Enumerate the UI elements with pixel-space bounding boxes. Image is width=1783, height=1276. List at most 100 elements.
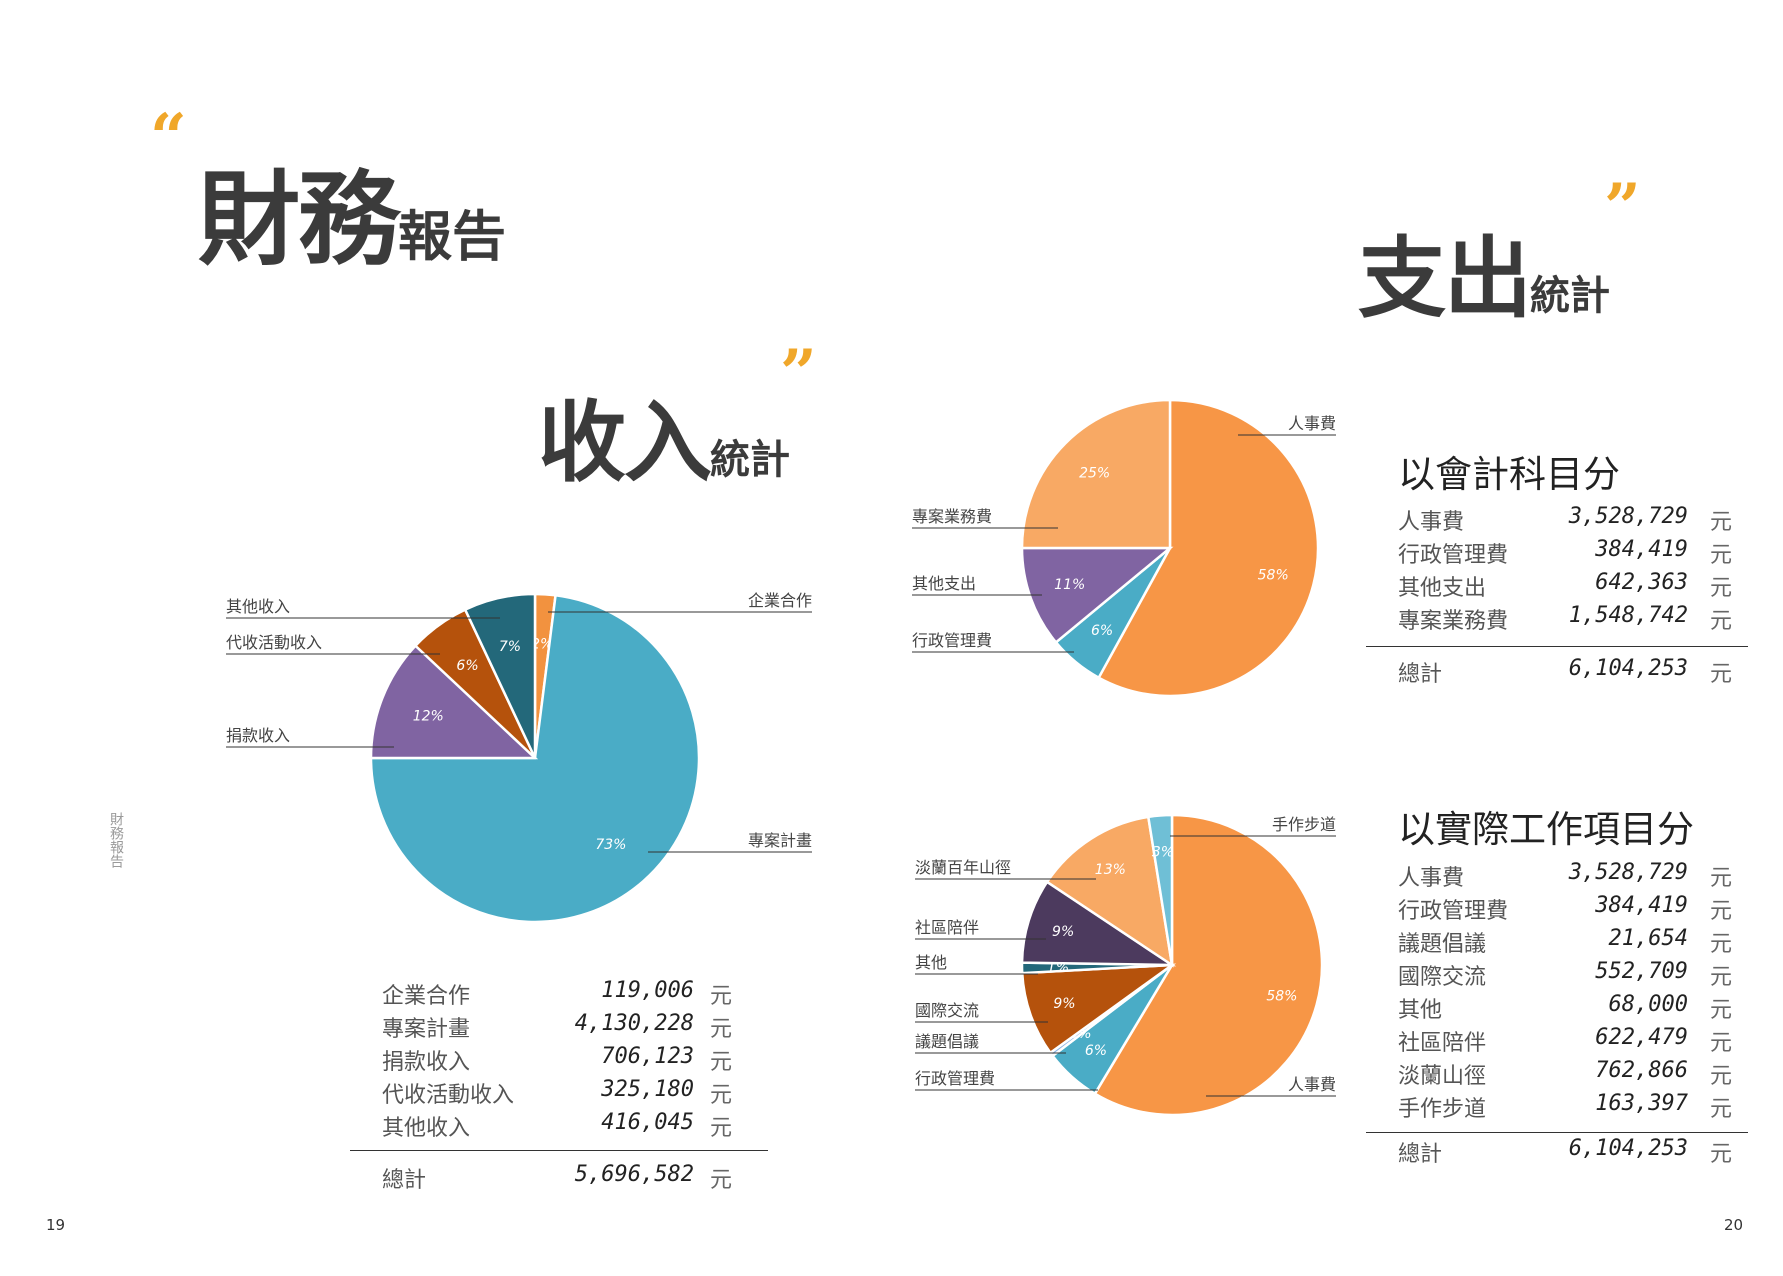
callout-label: 捐款收入 bbox=[226, 726, 290, 745]
callout-label: 淡蘭百年山徑 bbox=[915, 858, 1011, 877]
pie-slice-手作步道 bbox=[1146, 813, 1174, 966]
row-value: 3,528,729 bbox=[1568, 504, 1688, 529]
income-title-big: 收入 bbox=[538, 391, 712, 494]
total-divider bbox=[1366, 646, 1748, 647]
pie-data-label: 6% bbox=[1085, 1043, 1107, 1059]
row-value: 68,000 bbox=[1608, 992, 1688, 1017]
table-row: 社區陪伴 622,479 元 bbox=[1398, 1025, 1740, 1057]
callout-label: 人事費 bbox=[1288, 1075, 1336, 1094]
callout-label: 人事費 bbox=[1288, 414, 1336, 433]
pie-data-label: 25% bbox=[1079, 466, 1110, 482]
income-pie-chart: 2%73%12%6%7% bbox=[369, 592, 701, 924]
main-title-big: 財務 bbox=[198, 161, 400, 280]
row-value: 416,045 bbox=[601, 1110, 694, 1135]
pie-slice-淡蘭百年山徑 bbox=[1045, 815, 1174, 968]
pie-data-label: 11% bbox=[1054, 577, 1085, 593]
main-title: 財務報告 bbox=[198, 138, 506, 285]
row-value: 762,866 bbox=[1595, 1058, 1688, 1083]
callout-label: 國際交流 bbox=[915, 1001, 979, 1020]
callout-label: 代收活動收入 bbox=[226, 633, 322, 652]
row-unit: 元 bbox=[1709, 609, 1732, 634]
row-value: 3,528,729 bbox=[1568, 860, 1688, 885]
row-label: 捐款收入 bbox=[382, 1050, 471, 1075]
row-label: 其他支出 bbox=[1398, 576, 1487, 601]
table-row: 淡蘭山徑 762,866 元 bbox=[1398, 1058, 1740, 1090]
pie-slice-人事費 bbox=[1097, 398, 1320, 698]
page-number-right: 20 bbox=[1724, 1216, 1744, 1234]
total-divider bbox=[350, 1150, 768, 1151]
row-unit: 元 bbox=[709, 984, 732, 1009]
callout-label: 企業合作 bbox=[748, 591, 812, 610]
open-quote: “ bbox=[150, 100, 187, 175]
callout-label: 其他支出 bbox=[912, 574, 976, 593]
pie-slice-其他支出 bbox=[1020, 546, 1174, 645]
main-title-small: 報告 bbox=[398, 205, 506, 268]
row-value: 642,363 bbox=[1595, 570, 1688, 595]
row-label: 社區陪伴 bbox=[1398, 1031, 1487, 1056]
row-unit: 元 bbox=[709, 1017, 732, 1042]
callout-label: 社區陪伴 bbox=[915, 918, 979, 937]
table-row: 其他收入 416,045 元 bbox=[382, 1110, 742, 1142]
row-unit: 元 bbox=[1709, 932, 1732, 957]
total-label: 總計 bbox=[382, 1168, 427, 1193]
expense-work-callouts: 手作步道 淡蘭百年山徑 社區陪伴 其他 國際交流 議題倡議 行政管理費 人事費 bbox=[915, 815, 1336, 1097]
row-unit: 元 bbox=[1709, 1097, 1732, 1122]
pie-data-label: 3% bbox=[1152, 844, 1174, 860]
work-table: 人事費 3,528,729 元 行政管理費 384,419 元 議題倡議 21,… bbox=[1366, 860, 1748, 1170]
pie-slice-國際交流 bbox=[1020, 963, 1177, 1055]
page-number-left: 19 bbox=[46, 1216, 66, 1234]
row-label: 人事費 bbox=[1398, 866, 1465, 891]
row-label: 企業合作 bbox=[382, 984, 471, 1009]
row-unit: 元 bbox=[709, 1116, 732, 1141]
total-row: 總計 6,104,253 元 bbox=[1398, 1136, 1740, 1168]
total-unit: 元 bbox=[709, 1168, 732, 1193]
income-title-small: 統計 bbox=[710, 437, 791, 483]
expense-title-small: 統計 bbox=[1530, 273, 1611, 319]
callout-label: 手作步道 bbox=[1272, 815, 1336, 834]
row-label: 代收活動收入 bbox=[382, 1083, 515, 1108]
row-value: 706,123 bbox=[601, 1044, 694, 1069]
table-row: 專案業務費 1,548,742 元 bbox=[1398, 603, 1740, 635]
expense-account-pie-chart: 58% 6% 11% 25% bbox=[1020, 398, 1320, 698]
callout-label: 行政管理費 bbox=[912, 631, 992, 650]
account-table: 人事費 3,528,729 元 行政管理費 384,419 元 其他支出 642… bbox=[1366, 504, 1748, 687]
side-section-label: 財務報告 bbox=[108, 812, 124, 868]
total-label: 總計 bbox=[1398, 662, 1443, 687]
total-label: 總計 bbox=[1398, 1142, 1443, 1167]
row-unit: 元 bbox=[1709, 576, 1732, 601]
table-row: 行政管理費 384,419 元 bbox=[1398, 537, 1740, 569]
table-row: 人事費 3,528,729 元 bbox=[1398, 860, 1740, 892]
row-label: 議題倡議 bbox=[1398, 932, 1487, 957]
row-value: 4,130,228 bbox=[574, 1011, 694, 1036]
pie-data-label: 7% bbox=[499, 639, 521, 655]
pie-slice-其他收入 bbox=[463, 592, 537, 759]
row-value: 325,180 bbox=[601, 1077, 694, 1102]
row-value: 384,419 bbox=[1595, 537, 1688, 562]
table-row: 企業合作 119,006 元 bbox=[382, 978, 742, 1010]
expense-close-quote: ” bbox=[1604, 170, 1641, 245]
total-unit: 元 bbox=[1709, 662, 1732, 687]
row-label: 國際交流 bbox=[1398, 965, 1487, 990]
income-callouts: 其他收入 代收活動收入 捐款收入 企業合作 專案計畫 bbox=[226, 591, 812, 853]
callout-label: 行政管理費 bbox=[915, 1069, 995, 1088]
row-unit: 元 bbox=[1709, 1031, 1732, 1056]
row-unit: 元 bbox=[1709, 510, 1732, 535]
expense-title-big: 支出 bbox=[1358, 227, 1532, 330]
row-value: 21,654 bbox=[1608, 926, 1688, 951]
pie-data-label: 9% bbox=[1053, 996, 1075, 1012]
table-row: 專案計畫 4,130,228 元 bbox=[382, 1011, 742, 1043]
row-label: 行政管理費 bbox=[1398, 899, 1509, 924]
row-value: 552,709 bbox=[1595, 959, 1688, 984]
total-unit: 元 bbox=[1709, 1142, 1732, 1167]
pie-data-label: 6% bbox=[1091, 623, 1113, 639]
table-row: 行政管理費 384,419 元 bbox=[1398, 893, 1740, 925]
table-row: 其他支出 642,363 元 bbox=[1398, 570, 1740, 602]
income-close-quote: ” bbox=[780, 336, 817, 411]
income-title: 收入統計 bbox=[538, 372, 790, 499]
row-value: 384,419 bbox=[1595, 893, 1688, 918]
income-table: 企業合作 119,006 元 專案計畫 4,130,228 元 捐款收入 706… bbox=[350, 978, 768, 1198]
total-value: 6,104,253 bbox=[1568, 656, 1688, 681]
expense-work-pie-chart: 58%6%0%9%1%9%13%3% bbox=[1020, 813, 1324, 1117]
table-row: 議題倡議 21,654 元 bbox=[1398, 926, 1740, 958]
